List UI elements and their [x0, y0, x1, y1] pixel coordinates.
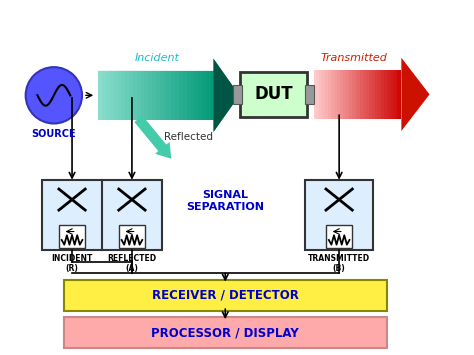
Polygon shape — [129, 71, 133, 120]
FancyBboxPatch shape — [305, 85, 313, 104]
Polygon shape — [352, 70, 355, 119]
Polygon shape — [141, 71, 145, 120]
Polygon shape — [187, 71, 191, 120]
Polygon shape — [171, 71, 175, 120]
Text: RECEIVER / DETECTOR: RECEIVER / DETECTOR — [152, 289, 299, 302]
FancyBboxPatch shape — [233, 85, 242, 104]
Polygon shape — [118, 71, 121, 120]
Polygon shape — [110, 71, 114, 120]
Polygon shape — [202, 71, 206, 120]
Polygon shape — [387, 70, 390, 119]
Polygon shape — [360, 70, 363, 119]
Polygon shape — [363, 70, 366, 119]
Polygon shape — [337, 70, 340, 119]
Polygon shape — [395, 70, 399, 119]
Polygon shape — [121, 71, 125, 120]
Polygon shape — [372, 70, 375, 119]
Polygon shape — [401, 58, 429, 131]
Polygon shape — [133, 71, 137, 120]
FancyBboxPatch shape — [64, 280, 387, 311]
FancyBboxPatch shape — [59, 225, 85, 248]
FancyBboxPatch shape — [64, 317, 387, 349]
Polygon shape — [145, 71, 148, 120]
Polygon shape — [366, 70, 369, 119]
Polygon shape — [191, 71, 194, 120]
Polygon shape — [213, 59, 239, 132]
Polygon shape — [390, 70, 392, 119]
Polygon shape — [375, 70, 378, 119]
Polygon shape — [125, 71, 129, 120]
Polygon shape — [179, 71, 183, 120]
Polygon shape — [313, 70, 317, 119]
Text: REFLECTED
(A): REFLECTED (A) — [107, 254, 156, 273]
Polygon shape — [325, 70, 328, 119]
Polygon shape — [164, 71, 167, 120]
Text: INCIDENT
(R): INCIDENT (R) — [51, 254, 93, 273]
FancyBboxPatch shape — [305, 180, 373, 250]
Polygon shape — [355, 70, 357, 119]
Polygon shape — [210, 71, 213, 120]
Polygon shape — [319, 70, 322, 119]
Polygon shape — [369, 70, 372, 119]
Polygon shape — [99, 71, 102, 120]
Polygon shape — [384, 70, 387, 119]
FancyArrow shape — [135, 115, 171, 159]
Circle shape — [26, 67, 82, 124]
Polygon shape — [137, 71, 141, 120]
Polygon shape — [343, 70, 346, 119]
Polygon shape — [114, 71, 118, 120]
Text: TRANSMITTED
(B): TRANSMITTED (B) — [308, 254, 370, 273]
Text: SIGNAL
SEPARATION: SIGNAL SEPARATION — [186, 190, 264, 212]
Text: SOURCE: SOURCE — [32, 129, 76, 139]
Polygon shape — [175, 71, 179, 120]
Polygon shape — [331, 70, 334, 119]
FancyBboxPatch shape — [119, 225, 145, 248]
Polygon shape — [198, 71, 202, 120]
Polygon shape — [392, 70, 395, 119]
Text: PROCESSOR / DISPLAY: PROCESSOR / DISPLAY — [151, 327, 299, 339]
FancyBboxPatch shape — [42, 180, 162, 250]
Polygon shape — [349, 70, 352, 119]
Text: Incident: Incident — [135, 53, 180, 64]
Polygon shape — [167, 71, 171, 120]
Polygon shape — [183, 71, 187, 120]
Polygon shape — [381, 70, 384, 119]
Polygon shape — [346, 70, 349, 119]
Polygon shape — [99, 59, 239, 132]
Text: DUT: DUT — [254, 85, 293, 103]
Polygon shape — [206, 71, 210, 120]
Polygon shape — [148, 71, 152, 120]
Polygon shape — [160, 71, 164, 120]
Polygon shape — [357, 70, 360, 119]
Polygon shape — [328, 70, 331, 119]
Text: Reflected: Reflected — [164, 132, 213, 142]
Polygon shape — [102, 71, 106, 120]
Polygon shape — [399, 70, 401, 119]
Polygon shape — [106, 71, 110, 120]
Polygon shape — [152, 71, 156, 120]
FancyBboxPatch shape — [240, 72, 307, 117]
Polygon shape — [194, 71, 198, 120]
Polygon shape — [156, 71, 160, 120]
Polygon shape — [317, 70, 319, 119]
Text: Transmitted: Transmitted — [321, 53, 388, 64]
Polygon shape — [322, 70, 325, 119]
Polygon shape — [340, 70, 343, 119]
Polygon shape — [334, 70, 337, 119]
FancyBboxPatch shape — [326, 225, 352, 248]
Polygon shape — [378, 70, 381, 119]
